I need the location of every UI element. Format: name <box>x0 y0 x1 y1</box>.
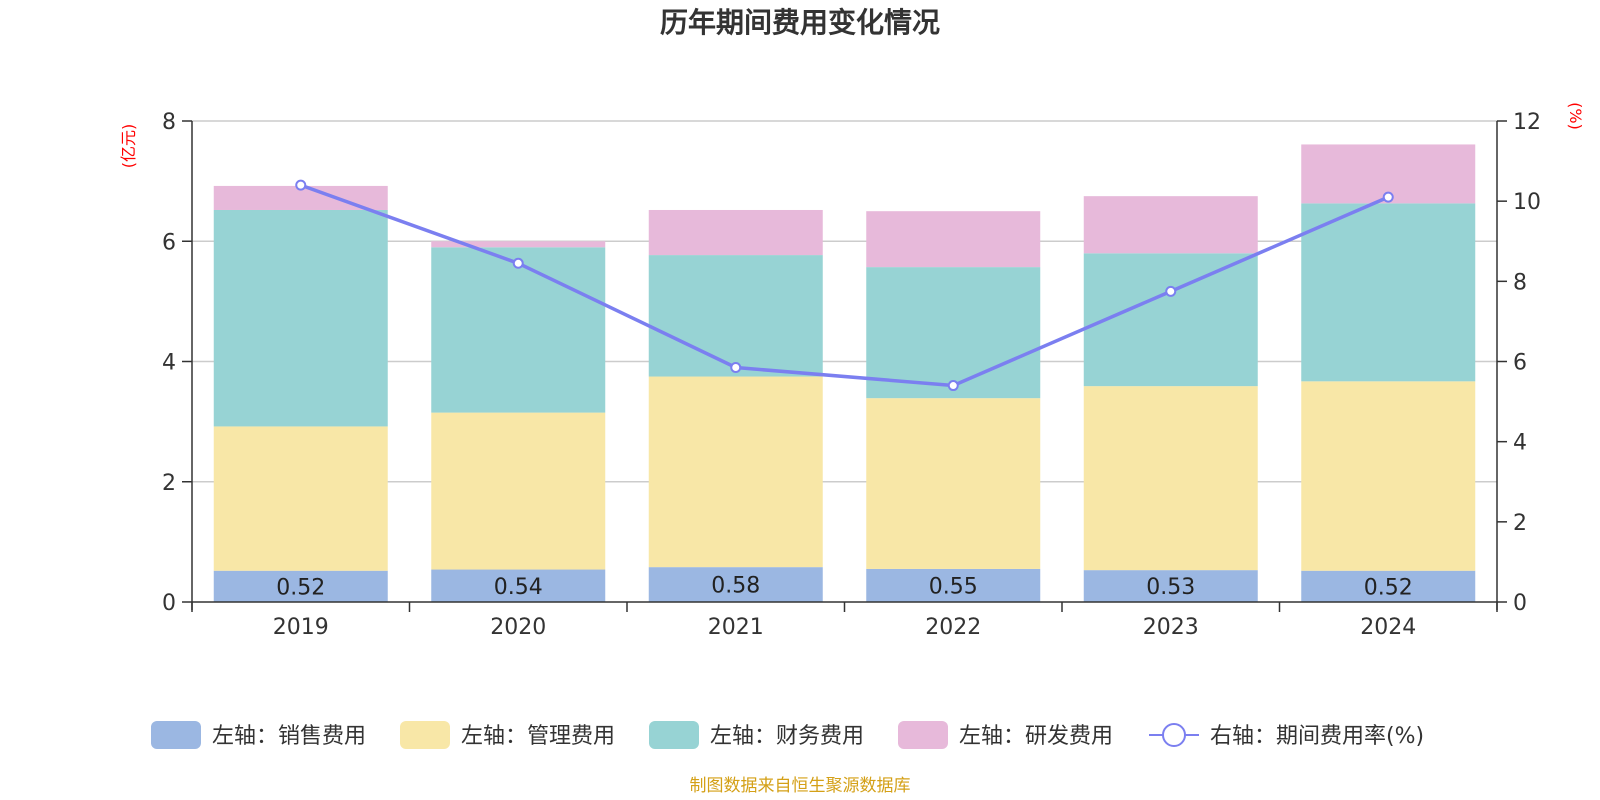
bar-segment <box>648 255 823 377</box>
rate-point <box>295 179 307 191</box>
bar-segment <box>648 209 823 256</box>
bar-segment <box>648 567 823 602</box>
left-tick-label: 8 <box>162 110 176 135</box>
bar-segment <box>1301 381 1476 571</box>
rate-point <box>512 257 524 269</box>
source-note: 制图数据来自恒生聚源数据库 <box>690 776 911 796</box>
legend: 左轴：销售费用 左轴：管理费用 左轴：财务费用 左轴：研发费用 右轴：期间费用率(%) <box>151 721 1424 749</box>
bar-value-label: 0.54 <box>494 575 543 600</box>
bar-segment <box>1083 570 1258 602</box>
bar-segment <box>213 570 388 602</box>
bar-segment <box>431 241 606 248</box>
right-tick-label: 4 <box>1513 431 1527 456</box>
right-tick-label: 2 <box>1513 511 1527 536</box>
legend-label: 左轴：管理费用 <box>461 724 615 749</box>
bar-segment <box>431 569 606 602</box>
left-tick-label: 0 <box>162 591 176 616</box>
left-axis-unit: (亿元) <box>119 124 138 169</box>
bar-segment <box>431 247 606 413</box>
x-tick-label: 2020 <box>490 615 546 640</box>
bar-series <box>213 144 1476 602</box>
rate-point <box>947 380 959 392</box>
x-tick-label: 2019 <box>273 615 329 640</box>
right-tick-label: 0 <box>1513 591 1527 616</box>
legend-label: 右轴：期间费用率(%) <box>1210 724 1424 749</box>
bar-value-label: 0.58 <box>711 574 760 599</box>
bar-value-label: 0.53 <box>1146 575 1195 600</box>
rate-point <box>730 362 742 374</box>
bar-segment <box>1083 196 1258 254</box>
bar-segment <box>1083 386 1258 571</box>
legend-swatch <box>898 721 948 749</box>
right-tick-label: 6 <box>1513 351 1527 376</box>
bar-segment <box>1301 203 1476 382</box>
legend-label: 左轴：研发费用 <box>959 724 1113 749</box>
left-tick-label: 2 <box>162 471 176 496</box>
chart-title: 历年期间费用变化情况 <box>660 6 940 39</box>
legend-label: 左轴：销售费用 <box>212 724 366 749</box>
bar-value-label: 0.55 <box>929 574 978 599</box>
x-tick-label: 2023 <box>1143 615 1199 640</box>
bar-value-label: 0.52 <box>276 575 325 600</box>
legend-swatch <box>400 721 450 749</box>
right-tick-label: 8 <box>1513 270 1527 295</box>
bar-segment <box>213 426 388 571</box>
x-tick-label: 2024 <box>1360 615 1416 640</box>
legend-swatch <box>151 721 201 749</box>
legend-label: 左轴：财务费用 <box>710 724 864 749</box>
right-tick-label: 12 <box>1513 110 1541 135</box>
left-tick-label: 4 <box>162 351 176 376</box>
grid-lines <box>192 120 1497 483</box>
right-axis-unit: (%) <box>1566 102 1585 130</box>
legend-marker <box>1162 723 1186 747</box>
rate-point <box>1165 285 1177 297</box>
rate-line <box>300 183 1389 388</box>
rate-point <box>1382 191 1394 203</box>
legend-swatch <box>649 721 699 749</box>
right-tick-label: 10 <box>1513 190 1541 215</box>
bar-segment <box>431 412 606 570</box>
bar-segment <box>866 267 1041 399</box>
rate-line-series <box>295 179 1394 392</box>
bar-segment <box>213 209 388 427</box>
x-tick-label: 2021 <box>708 615 764 640</box>
x-tick-label: 2022 <box>925 615 981 640</box>
bar-segment <box>866 211 1041 268</box>
bar-data-labels: 0.52 0.54 0.58 0.55 0.53 0.52 <box>276 574 1412 601</box>
bar-segment <box>1083 253 1258 387</box>
bar-segment <box>866 568 1041 602</box>
bar-segment <box>866 398 1041 569</box>
axes: 0 2 4 6 8 0 2 4 6 8 10 12 2019 2020 2021 2022 2023 2024 <box>162 110 1541 640</box>
bar-value-label: 0.52 <box>1364 575 1413 600</box>
left-tick-label: 6 <box>162 230 176 255</box>
bar-segment <box>648 376 823 568</box>
bar-segment <box>1301 570 1476 602</box>
